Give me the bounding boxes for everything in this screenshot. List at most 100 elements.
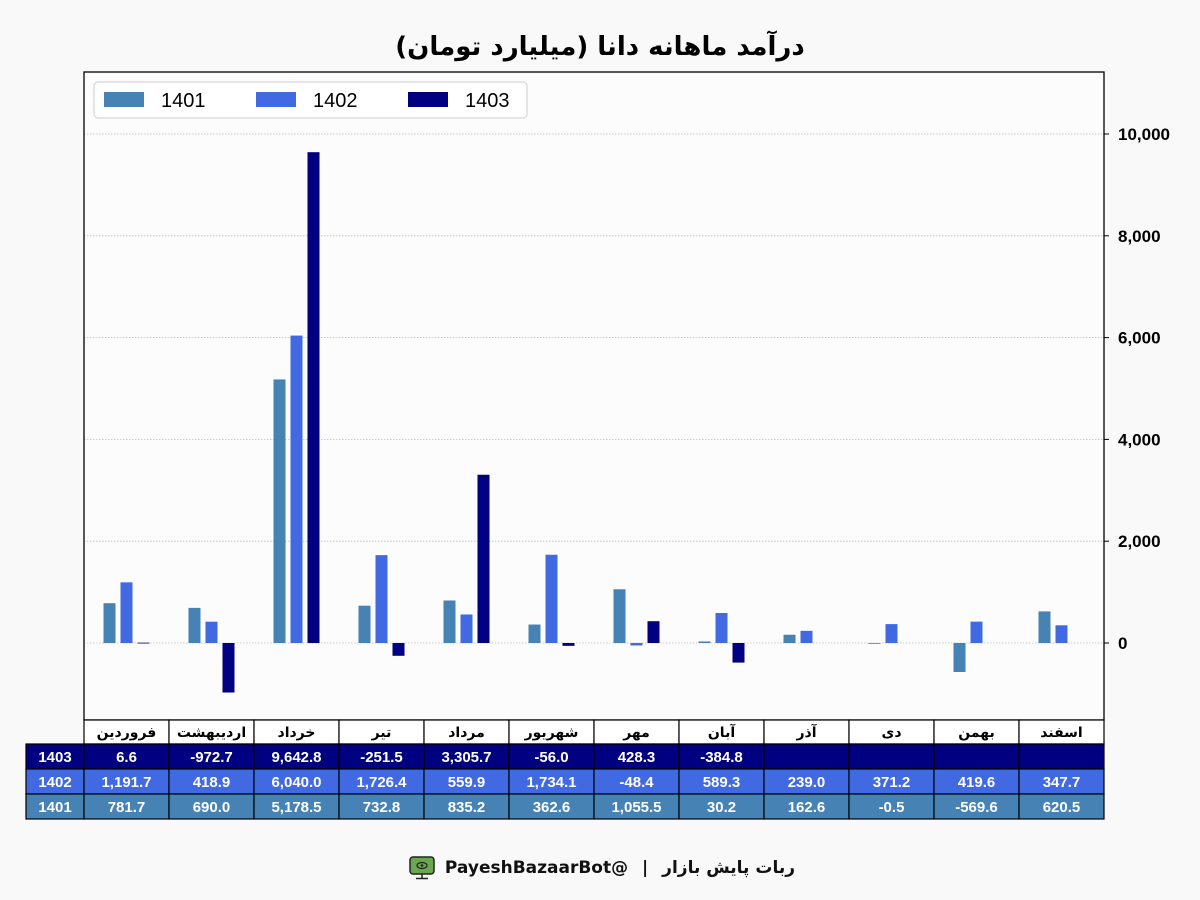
table-value-1401-8: 162.6: [788, 799, 826, 816]
table-cell: [848, 768, 935, 795]
table-cell: [423, 768, 510, 795]
table-value-1401-1: 690.0: [193, 799, 231, 816]
table-value-1402-4: 559.9: [448, 774, 486, 791]
bar-1403-2: [307, 152, 320, 644]
bar-1402-1: [205, 621, 218, 643]
table-value-1402-1: 418.9: [193, 774, 231, 791]
bar-1401-8: [783, 634, 796, 643]
table-value-1402-7: 589.3: [703, 774, 741, 791]
chart-title: درآمد ماهانه دانا (میلیارد تومان): [395, 32, 805, 62]
table-value-1403-4: 3,305.7: [441, 749, 491, 766]
y-tick-label: 8,000: [1118, 227, 1161, 246]
table-header-5: شهریور: [524, 725, 579, 741]
table-cell: [593, 768, 680, 795]
table-header-cell: [253, 719, 340, 745]
bar-1402-2: [290, 335, 303, 643]
table-value-1402-3: 1,726.4: [356, 774, 407, 791]
bar-1403-1: [222, 643, 235, 693]
table-cell: [933, 793, 1020, 820]
table-cell: [508, 743, 595, 770]
table-cell: [1018, 743, 1105, 770]
table-header-4: مرداد: [448, 725, 485, 741]
table-value-1402-9: 371.2: [873, 774, 911, 791]
table-cell: [848, 743, 935, 770]
legend-label-1402: 1402: [313, 90, 358, 112]
legend-label-1403: 1403: [465, 90, 510, 112]
y-tick-label: 4,000: [1118, 430, 1161, 449]
table-header-2: خرداد: [278, 725, 316, 741]
table-value-1402-5: 1,734.1: [526, 774, 576, 791]
table-value-1403-0: 6.6: [116, 749, 137, 766]
table-header-8: آذر: [795, 723, 817, 741]
table-row-label-1403: 1403: [38, 749, 71, 766]
table-value-1401-5: 362.6: [533, 799, 571, 816]
table-header-cell: [678, 719, 765, 745]
table-header-cell: [83, 719, 170, 745]
legend-box: [93, 81, 528, 119]
legend-swatch-1402: [256, 92, 296, 107]
bar-1403-5: [562, 643, 575, 646]
table-header-cell: [508, 719, 595, 745]
table-cell: [338, 793, 425, 820]
bar-1403-7: [732, 643, 745, 663]
table-cell: [508, 768, 595, 795]
table-cell: [508, 793, 595, 820]
table-header-11: اسفند: [1040, 725, 1082, 741]
table-value-1401-4: 835.2: [448, 799, 486, 816]
bar-1401-1: [188, 607, 201, 643]
bar-1402-3: [375, 555, 388, 643]
table-header-3: تیر: [371, 725, 392, 741]
y-tick-label: 6,000: [1118, 329, 1161, 348]
table-cell: [763, 793, 850, 820]
bar-1401-10: [953, 643, 966, 672]
table-value-1403-7: -384.8: [700, 749, 743, 766]
legend-swatch-1403: [408, 92, 448, 107]
table-row-label-1402: 1402: [38, 774, 71, 791]
bar-1402-11: [1055, 625, 1068, 643]
bar-1401-2: [273, 379, 286, 643]
legend-swatch-1401: [104, 92, 144, 107]
table-value-1401-11: 620.5: [1043, 799, 1081, 816]
bar-1402-9: [885, 624, 898, 643]
table-value-1403-5: -56.0: [534, 749, 568, 766]
legend: 1401 1402 1403: [93, 81, 528, 119]
table-value-1401-3: 732.8: [363, 799, 401, 816]
table-value-1401-10: -569.6: [955, 799, 998, 816]
table-value-1403-2: 9,642.8: [271, 749, 321, 766]
bar-1402-4: [460, 614, 473, 643]
footer: ربات پایش بازار | @PayeshBazaarBot: [0, 856, 1200, 880]
table-cell: [1018, 793, 1105, 820]
bar-1402-8: [800, 630, 813, 643]
table-header-cell: [763, 719, 850, 745]
bot-name: ربات پایش بازار: [662, 858, 795, 878]
table-cell: [423, 793, 510, 820]
table-value-1402-10: 419.6: [958, 774, 996, 791]
bar-1401-0: [103, 603, 116, 643]
monitor-icon: [409, 856, 435, 880]
data-table: فروردین اردیبهشت خرداد تیر مرداد شهریور مهر آبا…: [25, 719, 1105, 820]
table-value-1402-0: 1,191.7: [101, 774, 151, 791]
table-row-label-1401: 1401: [38, 799, 71, 816]
table-header-1: اردیبهشت: [177, 725, 246, 741]
table-value-1402-8: 239.0: [788, 774, 826, 791]
bar-1402-0: [120, 582, 133, 643]
bar-1401-3: [358, 605, 371, 643]
table-value-1402-2: 6,040.0: [271, 774, 321, 791]
y-tick-label: 2,000: [1118, 532, 1161, 551]
table-cell: [593, 743, 680, 770]
table-cell: [763, 743, 850, 770]
bar-1401-4: [443, 600, 456, 643]
plot-area: [84, 72, 1104, 720]
table-cell: [83, 793, 170, 820]
table-cell: [253, 793, 340, 820]
bar-1401-5: [528, 624, 541, 643]
table-cell: [83, 743, 170, 770]
y-tick-label: 0: [1118, 634, 1127, 653]
bot-handle: @PayeshBazaarBot: [444, 858, 629, 878]
table-header-cell: [1018, 719, 1105, 745]
table-value-1403-3: -251.5: [360, 749, 403, 766]
table-header-10: بهمن: [958, 725, 994, 741]
table-cell: [83, 768, 170, 795]
bar-1401-6: [613, 589, 626, 643]
